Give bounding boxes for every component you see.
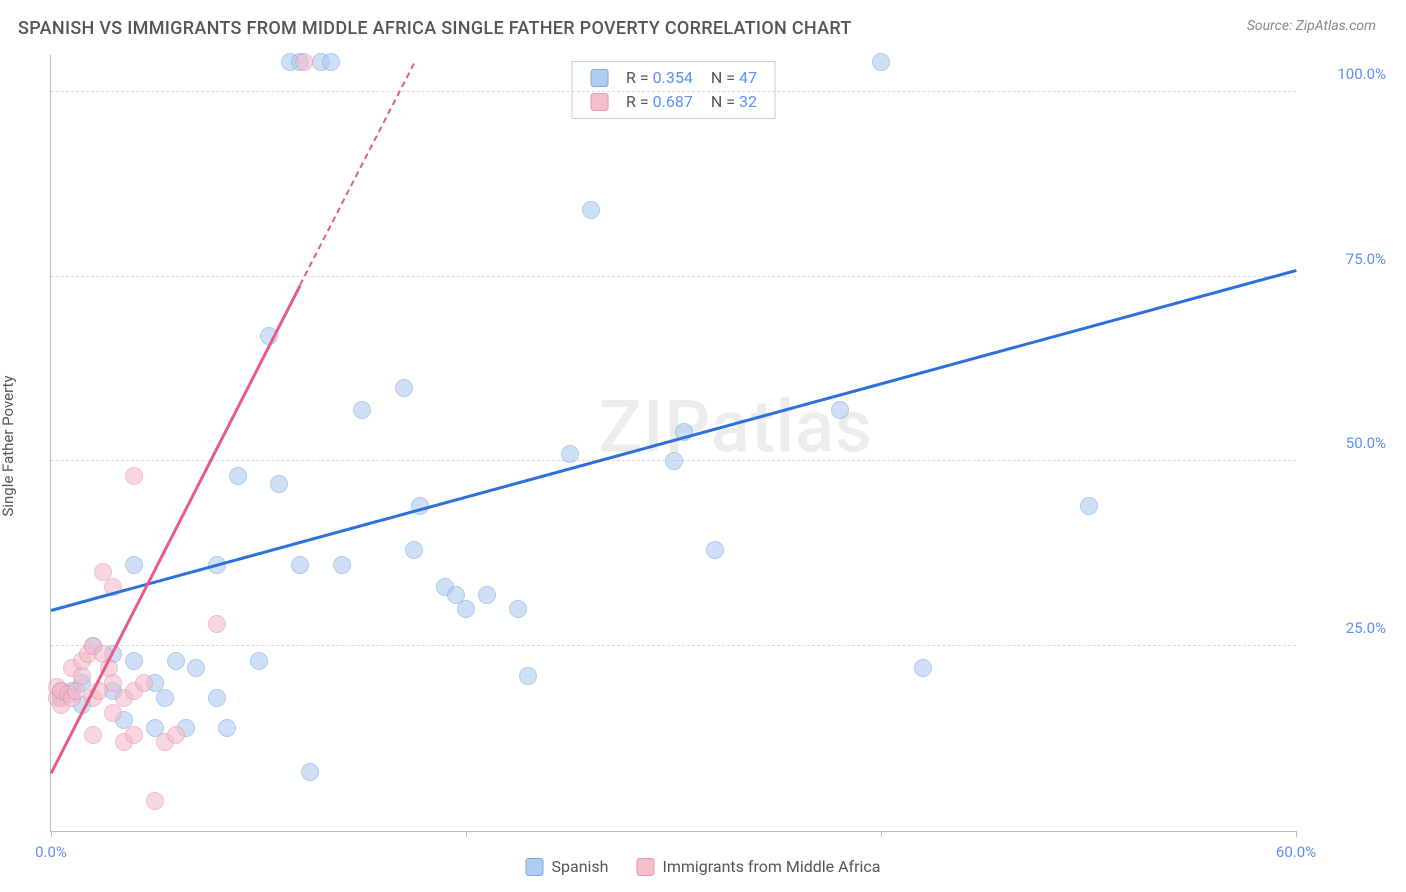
y-tick-label: 50.0% [1306, 434, 1386, 452]
r-value-immigrants: 0.687 [653, 92, 693, 111]
data-point [519, 667, 537, 685]
data-point [478, 586, 496, 604]
x-tick [51, 831, 52, 837]
x-tick-label: 60.0% [1276, 843, 1316, 861]
data-point [125, 652, 143, 670]
x-tick [1296, 831, 1297, 837]
r-label: R = [626, 68, 649, 87]
data-point [831, 401, 849, 419]
data-point [270, 475, 288, 493]
data-point [395, 379, 413, 397]
data-point [218, 719, 236, 737]
y-tick-label: 75.0% [1306, 250, 1386, 268]
data-point [156, 689, 174, 707]
data-point [125, 556, 143, 574]
data-point [509, 600, 527, 618]
data-point [706, 541, 724, 559]
y-tick-label: 100.0% [1306, 65, 1386, 83]
data-point [333, 556, 351, 574]
data-point [125, 467, 143, 485]
data-point [914, 659, 932, 677]
gridline [51, 276, 1296, 277]
swatch-immigrants [636, 858, 654, 876]
data-point [229, 467, 247, 485]
n-value-immigrants: 32 [739, 92, 757, 111]
data-point [405, 541, 423, 559]
data-point [208, 615, 226, 633]
trend-line [51, 269, 1297, 612]
data-point [872, 53, 890, 71]
plot-region: ZIPatlas R = 0.354 N = 47 R = 0.687 N = … [50, 55, 1296, 832]
legend-item-spanish: Spanish [526, 857, 609, 876]
chart-title: SPANISH VS IMMIGRANTS FROM MIDDLE AFRICA… [18, 18, 852, 39]
swatch-immigrants [590, 93, 608, 111]
data-point [665, 452, 683, 470]
data-point [561, 445, 579, 463]
y-axis-label: Single Father Poverty [0, 375, 17, 516]
r-value-spanish: 0.354 [653, 68, 693, 87]
data-point [146, 792, 164, 810]
data-point [84, 726, 102, 744]
data-point [457, 600, 475, 618]
data-point [250, 652, 268, 670]
source-attribution: Source: ZipAtlas.com [1247, 18, 1376, 34]
stats-row-spanish: R = 0.354 N = 47 [590, 66, 757, 90]
y-tick-label: 25.0% [1306, 619, 1386, 637]
stats-row-immigrants: R = 0.687 N = 32 [590, 90, 757, 114]
data-point [167, 726, 185, 744]
legend-label-immigrants: Immigrants from Middle Africa [662, 857, 880, 876]
n-label: N = [711, 68, 735, 87]
gridline [51, 645, 1296, 646]
data-point [208, 689, 226, 707]
data-point [167, 652, 185, 670]
x-tick-label: 0.0% [35, 843, 67, 861]
n-value-spanish: 47 [739, 68, 757, 87]
legend-item-immigrants: Immigrants from Middle Africa [636, 857, 880, 876]
trend-line [50, 285, 302, 774]
n-label: N = [711, 92, 735, 111]
data-point [353, 401, 371, 419]
trend-line [299, 63, 415, 286]
data-point [301, 763, 319, 781]
legend: Spanish Immigrants from Middle Africa [526, 857, 881, 876]
data-point [187, 659, 205, 677]
chart-area: ZIPatlas R = 0.354 N = 47 R = 0.687 N = … [50, 55, 1296, 832]
data-point [291, 556, 309, 574]
swatch-spanish [590, 69, 608, 87]
swatch-spanish [526, 858, 544, 876]
x-tick [466, 831, 467, 837]
gridline [51, 91, 1296, 92]
legend-label-spanish: Spanish [552, 857, 609, 876]
r-label: R = [626, 92, 649, 111]
x-tick [881, 831, 882, 837]
data-point [104, 704, 122, 722]
data-point [125, 726, 143, 744]
data-point [135, 674, 153, 692]
data-point [582, 201, 600, 219]
data-point [1080, 497, 1098, 515]
data-point [295, 53, 313, 71]
data-point [322, 53, 340, 71]
